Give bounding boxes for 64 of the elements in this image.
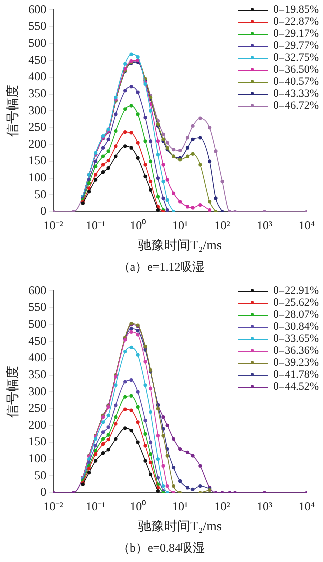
- y-tick-label: 0: [40, 204, 47, 218]
- x-tick-label: 10³: [256, 499, 273, 514]
- x-tick-label: 10¹: [172, 499, 188, 514]
- x-axis-title: 驰豫时间T₂/ms: [138, 518, 222, 534]
- y-tick-label: 150: [28, 154, 47, 168]
- x-tick-label: 10²: [214, 218, 231, 232]
- x-tick-label: 10²: [214, 499, 231, 514]
- x-axis-title: 驰豫时间T₂/ms: [138, 238, 222, 253]
- legend-label: θ=33.65%: [274, 333, 319, 345]
- y-axis-title: 信号幅度: [5, 85, 20, 138]
- x-tick-label: 10⁰: [130, 499, 146, 514]
- y-tick-label: 100: [28, 452, 47, 466]
- y-tick-label: 500: [28, 36, 47, 50]
- legend-label: θ=32.75%: [274, 52, 319, 64]
- y-tick-label: 600: [28, 283, 47, 298]
- y-tick-label: 250: [28, 120, 47, 134]
- legend-label: θ=22.87%: [274, 16, 319, 28]
- text: （a）e=1.12吸湿: [117, 259, 206, 276]
- y-axis-title: 信号幅度: [5, 366, 20, 418]
- y-tick-label: 50: [34, 468, 47, 482]
- y-tick-label: 350: [28, 367, 47, 382]
- y-tick-label: 350: [28, 86, 47, 100]
- legend-label: θ=29.17%: [274, 28, 319, 40]
- x-tick-label: 10³: [256, 218, 273, 232]
- legend-label: θ=29.77%: [274, 40, 319, 52]
- legend-label: θ=25.62%: [274, 297, 319, 309]
- x-tick-label: 10⁴: [298, 499, 316, 514]
- legend-label: θ=30.84%: [274, 321, 319, 333]
- y-tick-label: 550: [28, 19, 47, 34]
- legend-label: θ=43.33%: [274, 88, 319, 100]
- legend-label: θ=44.52%: [274, 381, 319, 393]
- y-tick-label: 250: [28, 401, 47, 416]
- x-tick-label: 10⁻²: [44, 499, 64, 514]
- legend-label: θ=46.72%: [274, 100, 319, 112]
- y-tick-label: 500: [28, 316, 47, 331]
- y-tick-label: 300: [28, 384, 47, 398]
- text: （b）e=0.84吸湿: [116, 540, 206, 557]
- y-tick-label: 450: [28, 52, 47, 67]
- legend-label: θ=28.07%: [274, 309, 319, 321]
- x-tick-label: 10⁻¹: [86, 499, 106, 514]
- y-tick-label: 400: [28, 350, 47, 365]
- y-tick-label: 450: [28, 334, 47, 348]
- y-tick-label: 0: [40, 485, 47, 500]
- y-tick-label: 150: [28, 434, 47, 449]
- legend-label: θ=36.36%: [274, 345, 319, 357]
- x-tick-label: 10⁻²: [44, 218, 64, 232]
- x-tick-label: 10⁻¹: [86, 218, 106, 232]
- legend-label: θ=39.23%: [274, 357, 319, 369]
- x-tick-label: 10¹: [172, 218, 188, 232]
- y-tick-label: 100: [28, 170, 47, 185]
- y-tick-label: 200: [28, 418, 47, 432]
- legend-label: θ=22.91%: [274, 285, 319, 297]
- legend-label: θ=40.57%: [274, 76, 319, 88]
- x-tick-label: 10⁴: [298, 218, 316, 232]
- y-tick-label: 200: [28, 136, 47, 151]
- y-tick-label: 550: [28, 300, 47, 314]
- y-tick-label: 400: [28, 70, 47, 84]
- x-tick-label: 10⁰: [130, 218, 146, 232]
- legend-label: θ=19.85%: [274, 4, 319, 16]
- y-tick-label: 300: [28, 103, 47, 118]
- legend-label: θ=36.50%: [274, 64, 319, 76]
- y-tick-label: 50: [34, 187, 47, 202]
- legend-label: θ=41.78%: [274, 369, 319, 381]
- y-tick-label: 600: [28, 2, 47, 16]
